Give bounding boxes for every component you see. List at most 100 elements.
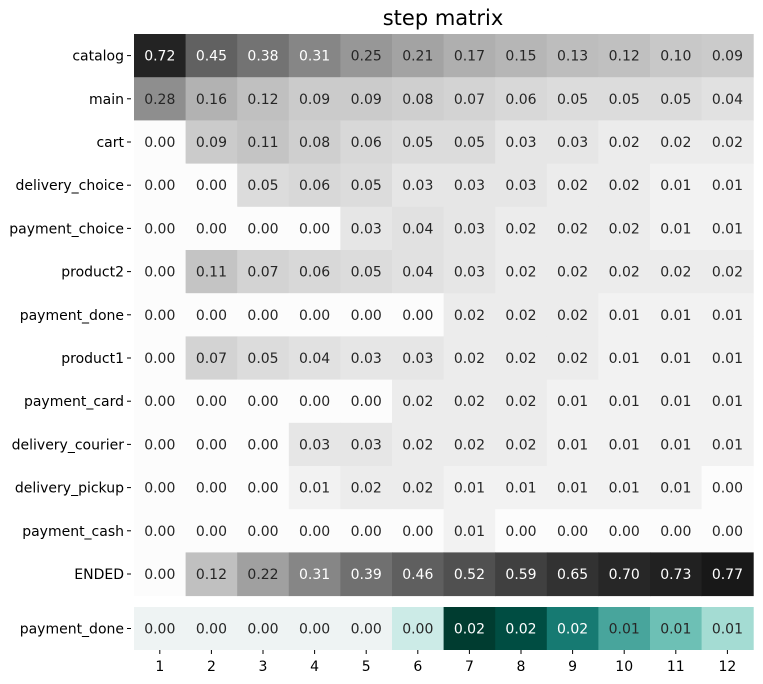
heatmap-cell: [495, 379, 548, 424]
heatmap-cell: [443, 34, 496, 78]
cell-value-label: 0.00: [402, 308, 433, 324]
heatmap-cell: [134, 77, 187, 121]
heatmap-cell: [134, 250, 187, 294]
heatmap-cell: [288, 293, 341, 337]
heatmap-cell: [598, 206, 651, 251]
cell-value-label: 0.12: [247, 92, 278, 108]
x-tick-label: 1: [155, 659, 164, 675]
cell-value-label: 0.00: [144, 135, 175, 151]
target-value-label: 0.00: [351, 622, 382, 638]
heatmap-cell: [495, 250, 548, 294]
heatmap-cell: [495, 120, 548, 165]
x-tick-label: 6: [413, 659, 422, 675]
heatmap-cell: [185, 336, 238, 381]
heatmap-cell: [185, 379, 238, 424]
cell-value-label: 0.01: [557, 481, 588, 497]
cell-value-label: 0.01: [660, 351, 691, 367]
cell-value-label: 0.72: [144, 49, 175, 65]
heatmap-cell: [598, 552, 651, 597]
heatmap-cell: [185, 77, 238, 121]
heatmap-cell: [598, 336, 651, 381]
cell-value-label: 0.11: [247, 135, 278, 151]
heatmap-cell: [392, 466, 445, 510]
heatmap-cell: [650, 379, 703, 424]
cell-value-label: 0.01: [660, 394, 691, 410]
heatmap-cell: [185, 120, 238, 165]
heatmap-cell: [340, 77, 393, 121]
cell-value-label: 0.02: [402, 437, 433, 453]
heatmap-cell: [546, 206, 599, 251]
heatmap-cell: [237, 250, 290, 294]
heatmap-cell: [288, 336, 341, 381]
heatmap-cell: [134, 466, 187, 510]
cell-value-label: 0.00: [247, 394, 278, 410]
heatmap-cell: [288, 120, 341, 165]
cell-value-label: 0.02: [609, 221, 640, 237]
cell-value-label: 0.00: [505, 524, 536, 540]
heatmap-cell: [340, 163, 393, 208]
cell-value-label: 0.00: [609, 524, 640, 540]
cell-value-label: 0.52: [454, 567, 485, 583]
cell-value-label: 0.02: [454, 308, 485, 324]
cell-value-label: 0.16: [196, 92, 227, 108]
cell-value-label: 0.07: [247, 265, 278, 281]
cell-value-label: 0.00: [144, 178, 175, 194]
heatmap-cell: [288, 34, 341, 78]
cell-value-label: 0.00: [144, 524, 175, 540]
cell-value-label: 0.01: [712, 394, 743, 410]
cell-value-label: 0.11: [196, 265, 227, 281]
heatmap-cell: [598, 293, 651, 337]
heatmap-cell: [392, 77, 445, 121]
heatmap-cell: [443, 120, 496, 165]
heatmap-cell: [288, 509, 341, 553]
heatmap-cell: [598, 379, 651, 424]
target-value-label: 0.00: [299, 622, 330, 638]
cell-value-label: 0.38: [247, 49, 278, 65]
heatmap-cell: [701, 422, 754, 467]
cell-value-label: 0.09: [351, 92, 382, 108]
cell-value-label: 0.07: [454, 92, 485, 108]
cell-value-label: 0.02: [505, 437, 536, 453]
heatmap-cell: [495, 77, 548, 121]
cell-value-label: 0.01: [660, 221, 691, 237]
cell-value-label: 0.00: [299, 524, 330, 540]
cell-value-label: 0.00: [299, 394, 330, 410]
cell-value-label: 0.00: [144, 567, 175, 583]
heatmap-cell: [546, 552, 599, 597]
target-cell: [701, 607, 754, 650]
cell-value-label: 0.00: [299, 308, 330, 324]
cell-value-label: 0.01: [712, 221, 743, 237]
cell-value-label: 0.05: [660, 92, 691, 108]
heatmap-cell: [237, 34, 290, 78]
cell-value-label: 0.00: [247, 221, 278, 237]
target-cell: [288, 607, 341, 650]
heatmap-cell: [650, 206, 703, 251]
heatmap-cell: [701, 509, 754, 553]
heatmap-cell: [701, 293, 754, 337]
target-value-label: 0.00: [247, 622, 278, 638]
heatmap-cell: [237, 163, 290, 208]
cell-value-label: 0.00: [351, 524, 382, 540]
cell-value-label: 0.02: [402, 481, 433, 497]
target-cell: [134, 607, 187, 650]
heatmap-cell: [134, 552, 187, 597]
heatmap-cell: [185, 250, 238, 294]
x-tick-label: 4: [310, 659, 319, 675]
heatmap-cell: [392, 509, 445, 553]
heatmap-cell: [443, 293, 496, 337]
cell-value-label: 0.05: [609, 92, 640, 108]
target-cell: [392, 607, 445, 650]
target-row-label: payment_done: [20, 622, 124, 638]
main-heatmap: catalog 0.72 0.45 0.38 0.31 0.25 0.21 0.17 0.15 0…: [9, 34, 754, 597]
heatmap-cell: [288, 77, 341, 121]
heatmap-cell: [701, 250, 754, 294]
row-label: payment_choice: [9, 221, 124, 237]
heatmap-cell: [650, 250, 703, 294]
cell-value-label: 0.12: [609, 49, 640, 65]
cell-value-label: 0.02: [505, 394, 536, 410]
heatmap-cell: [495, 509, 548, 553]
row-label: ENDED: [74, 567, 124, 583]
heatmap-cell: [546, 336, 599, 381]
heatmap-cell: [288, 250, 341, 294]
cell-value-label: 0.02: [557, 221, 588, 237]
